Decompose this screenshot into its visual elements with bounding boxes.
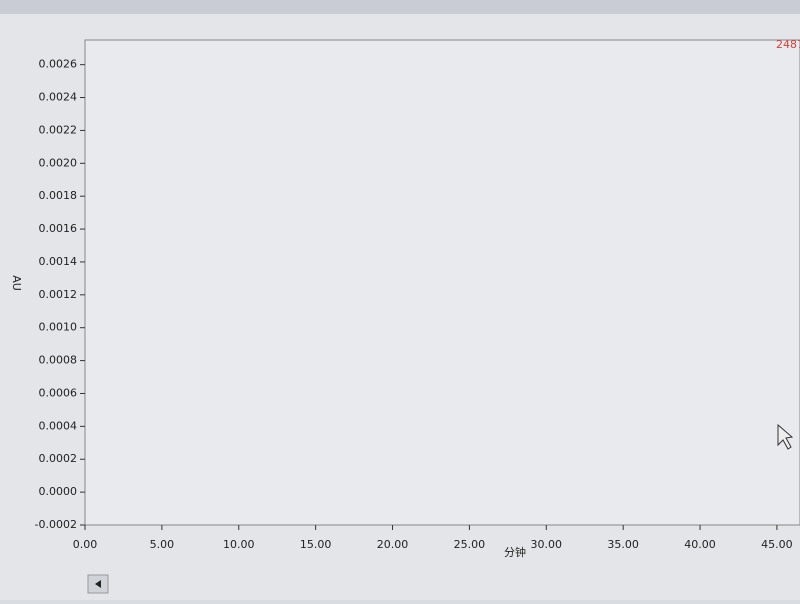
y-tick-label: 0.0002 <box>39 452 78 465</box>
x-tick-label: 25.00 <box>454 538 486 551</box>
y-tick-label: 0.0008 <box>39 354 78 367</box>
plot-area <box>84 39 800 526</box>
scroll-arrow <box>95 580 101 588</box>
corner-label: 2487 <box>776 38 800 51</box>
y-tick-label: 0.0018 <box>39 189 78 202</box>
x-tick-label: 35.00 <box>607 538 639 551</box>
y-tick-label: 0.0026 <box>39 58 78 71</box>
y-tick-label: 0.0016 <box>39 222 78 235</box>
y-tick-label: -0.0002 <box>35 518 77 531</box>
y-tick-label: 0.0000 <box>39 485 78 498</box>
mouse-cursor <box>777 423 794 450</box>
y-tick-label: 0.0022 <box>39 123 78 136</box>
top-bar <box>0 0 800 14</box>
y-tick-label: 0.0010 <box>39 321 78 334</box>
x-tick-label: 5.00 <box>150 538 175 551</box>
y-tick-label: 0.0004 <box>39 419 78 432</box>
x-axis-label: 分钟 <box>504 545 526 559</box>
y-tick-label: 0.0024 <box>39 91 78 104</box>
x-tick-label: 0.00 <box>73 538 98 551</box>
x-tick-label: 20.00 <box>377 538 409 551</box>
x-tick-label: 10.00 <box>223 538 255 551</box>
y-tick-label: 0.0006 <box>39 386 78 399</box>
y-axis-label: AU <box>10 275 23 291</box>
x-tick-label: 45.00 <box>761 538 793 551</box>
y-tick-label: 0.0012 <box>39 288 78 301</box>
x-tick-label: 40.00 <box>684 538 716 551</box>
y-tick-label: 0.0014 <box>39 255 78 268</box>
x-tick-label: 15.00 <box>300 538 332 551</box>
y-tick-label: 0.0020 <box>39 156 78 169</box>
x-tick-label: 30.00 <box>531 538 563 551</box>
